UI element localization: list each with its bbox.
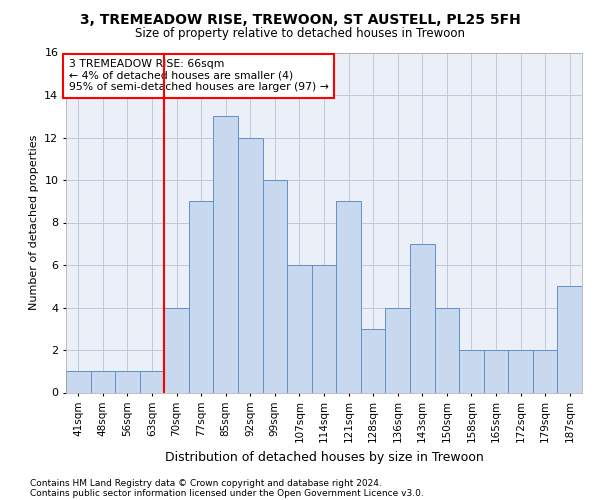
- Bar: [385, 308, 410, 392]
- Bar: [140, 371, 164, 392]
- Bar: [557, 286, 582, 393]
- Bar: [66, 371, 91, 392]
- Bar: [263, 180, 287, 392]
- Bar: [312, 265, 336, 392]
- Bar: [484, 350, 508, 393]
- Bar: [91, 371, 115, 392]
- Bar: [410, 244, 434, 392]
- Bar: [238, 138, 263, 392]
- Bar: [287, 265, 312, 392]
- Bar: [434, 308, 459, 392]
- Text: Contains HM Land Registry data © Crown copyright and database right 2024.: Contains HM Land Registry data © Crown c…: [30, 478, 382, 488]
- Bar: [336, 201, 361, 392]
- Bar: [533, 350, 557, 393]
- Text: 3, TREMEADOW RISE, TREWOON, ST AUSTELL, PL25 5FH: 3, TREMEADOW RISE, TREWOON, ST AUSTELL, …: [80, 12, 520, 26]
- Text: 3 TREMEADOW RISE: 66sqm
← 4% of detached houses are smaller (4)
95% of semi-deta: 3 TREMEADOW RISE: 66sqm ← 4% of detached…: [68, 60, 328, 92]
- Y-axis label: Number of detached properties: Number of detached properties: [29, 135, 38, 310]
- Text: Size of property relative to detached houses in Trewoon: Size of property relative to detached ho…: [135, 28, 465, 40]
- Text: Contains public sector information licensed under the Open Government Licence v3: Contains public sector information licen…: [30, 488, 424, 498]
- Bar: [459, 350, 484, 393]
- X-axis label: Distribution of detached houses by size in Trewoon: Distribution of detached houses by size …: [164, 450, 484, 464]
- Bar: [189, 201, 214, 392]
- Bar: [508, 350, 533, 393]
- Bar: [115, 371, 140, 392]
- Bar: [164, 308, 189, 392]
- Bar: [214, 116, 238, 392]
- Bar: [361, 329, 385, 392]
